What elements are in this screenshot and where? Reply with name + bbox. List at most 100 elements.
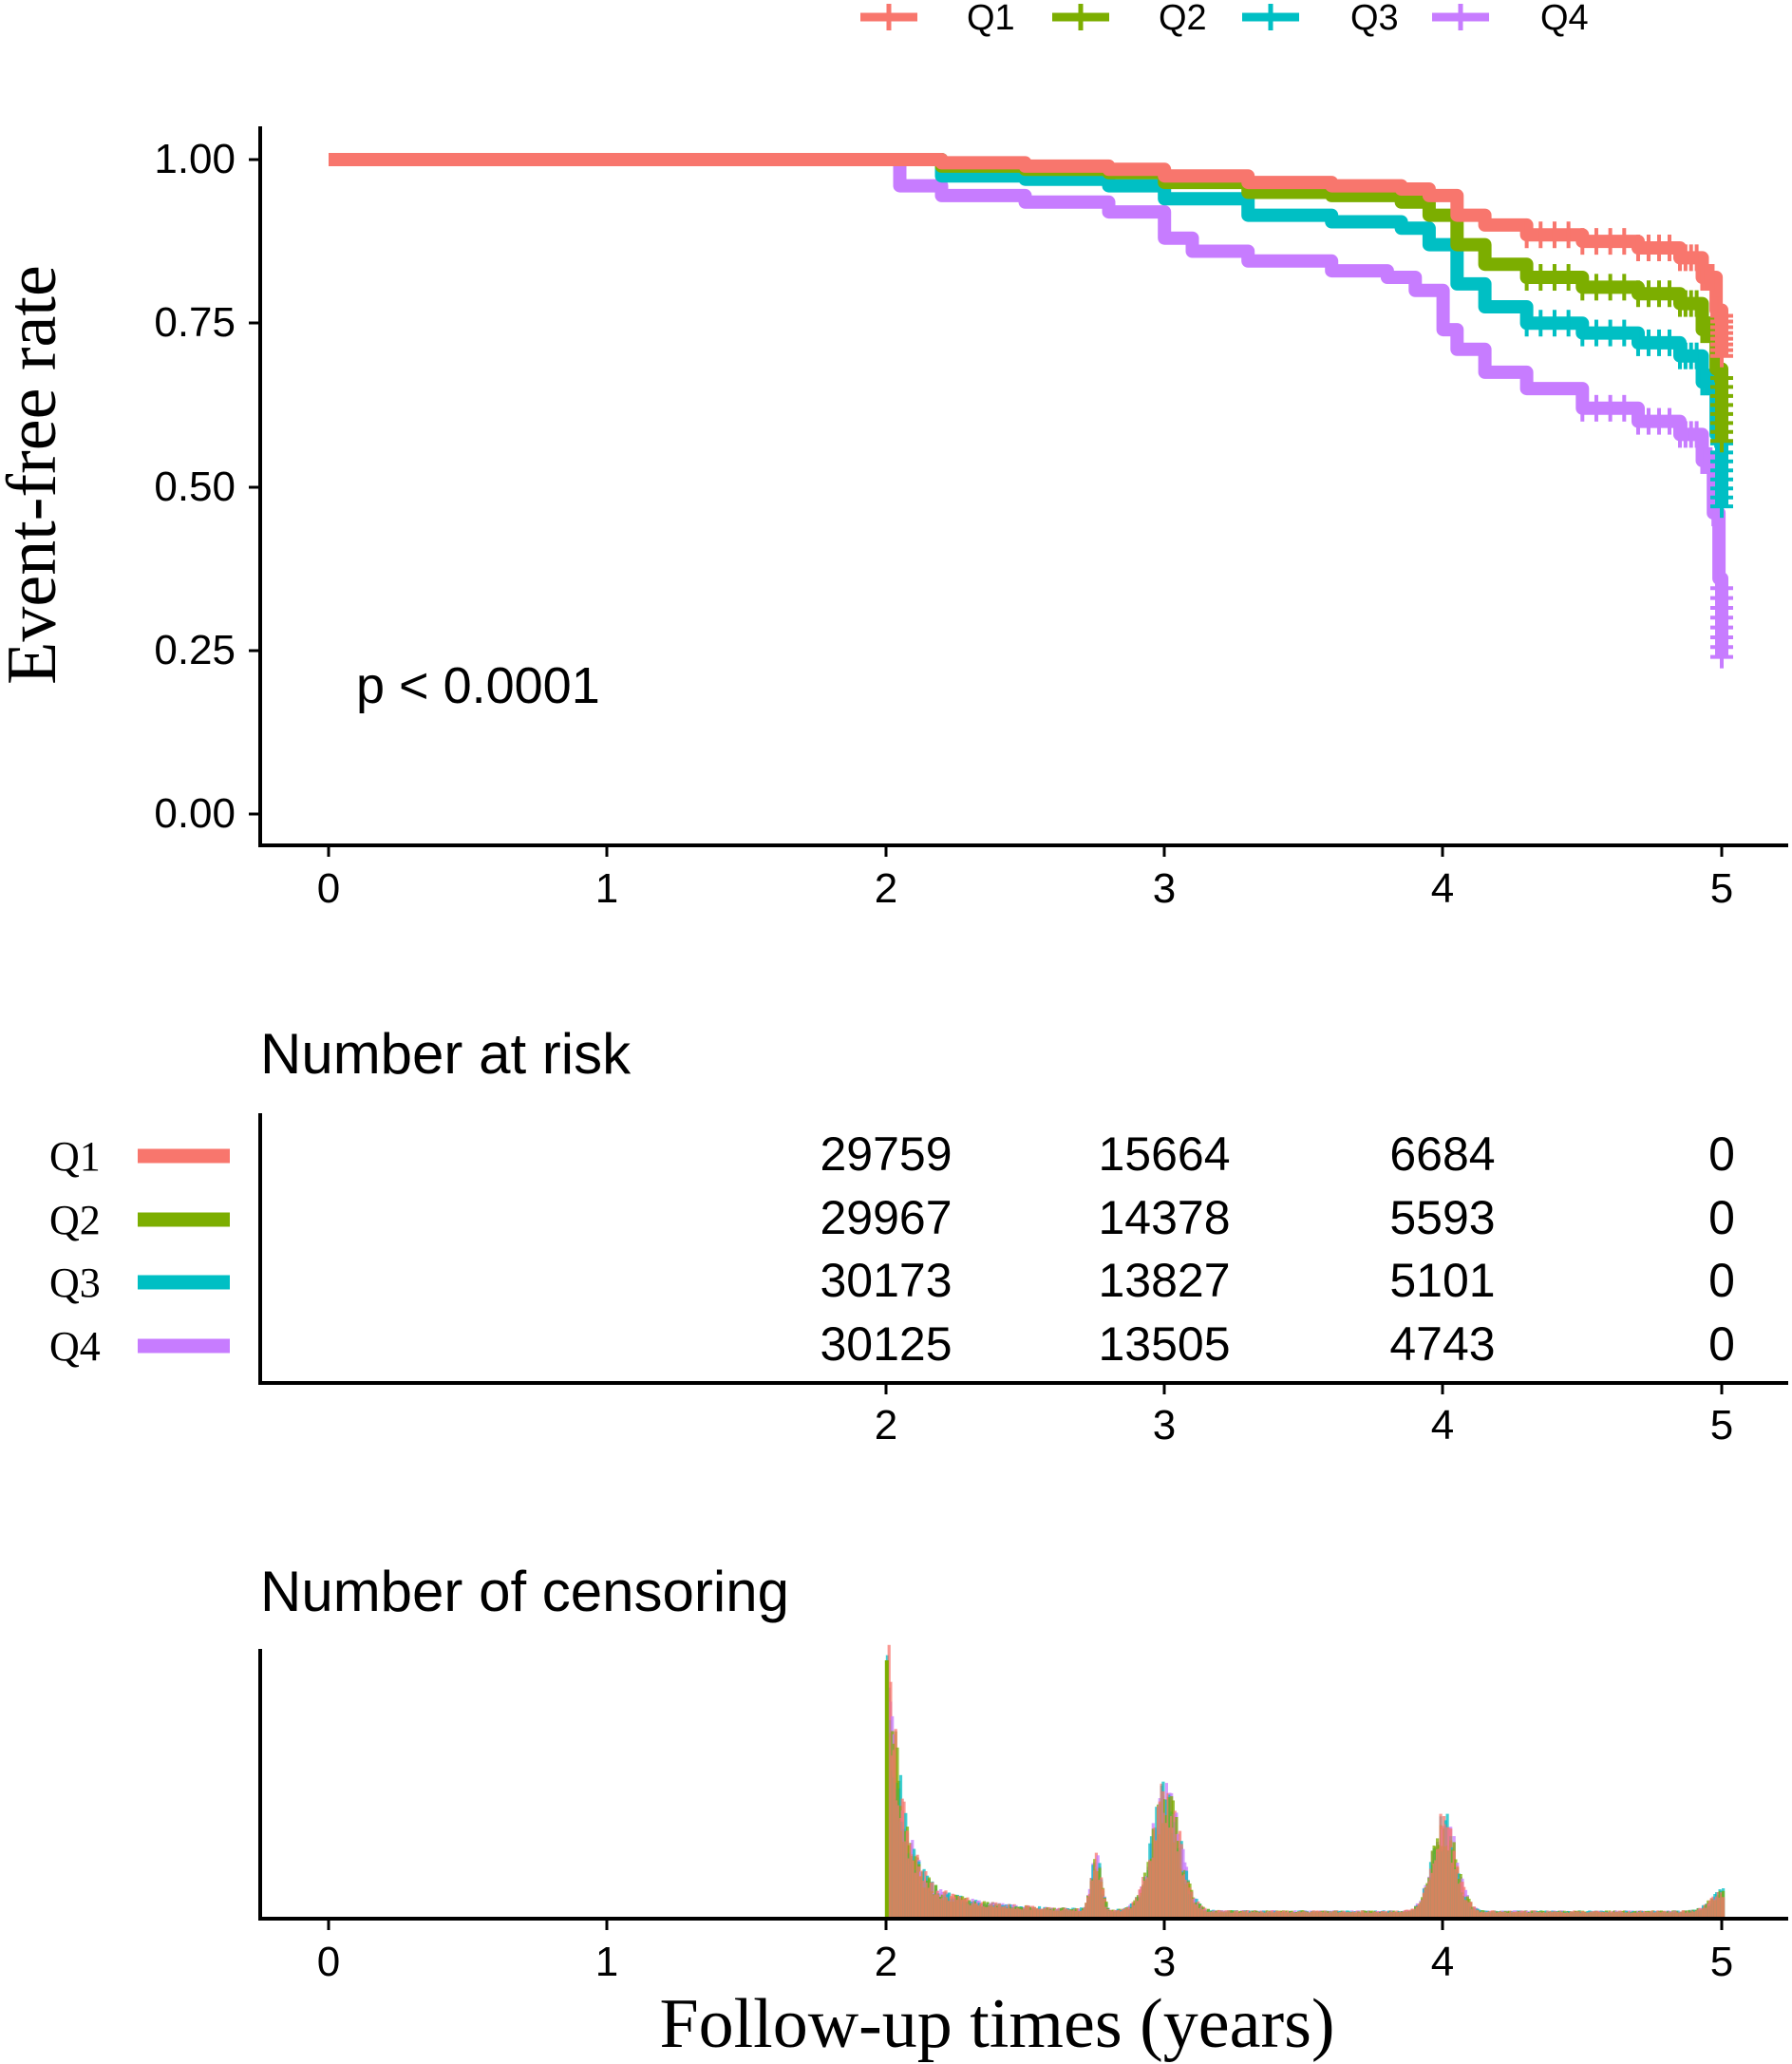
censor-bar-35: [898, 1818, 903, 1917]
censor-bar-1551: [1533, 1910, 1537, 1917]
censor-bar-491: [1089, 1878, 1093, 1917]
censor-bar-1947: [1698, 1907, 1702, 1917]
censor-bar-1375: [1459, 1882, 1462, 1917]
censor-bar-1787: [1631, 1912, 1635, 1917]
censor-bar-455: [1074, 1911, 1078, 1917]
censor-bar-119: [934, 1894, 938, 1917]
km-censor-marks-q1: [1524, 221, 1733, 368]
censor-bar-723: [1186, 1882, 1190, 1917]
censor-bar-1475: [1500, 1912, 1504, 1917]
censor-bar-815: [1225, 1910, 1229, 1917]
risk-value-q4-t3: 13505: [1098, 1317, 1230, 1371]
censor-bar-1867: [1665, 1912, 1669, 1917]
censor-bar-467: [1080, 1911, 1084, 1917]
censor-bar-1207: [1388, 1911, 1392, 1917]
censor-bar-179: [959, 1897, 963, 1917]
censor-bar-351: [1031, 1905, 1035, 1917]
censor-bar-1219: [1394, 1911, 1398, 1917]
censor-bar-1471: [1499, 1911, 1503, 1917]
censor-bar-787: [1213, 1910, 1217, 1917]
censor-bar-703: [1178, 1830, 1182, 1917]
censor-bar-527: [1104, 1906, 1108, 1917]
legend-label-q3: Q3: [1350, 0, 1399, 38]
censor-bar-1707: [1597, 1911, 1601, 1917]
risk-value-q1-t3: 15664: [1098, 1127, 1230, 1181]
censor-bar-711: [1181, 1875, 1185, 1917]
censor-bar-1695: [1593, 1910, 1596, 1917]
risk-table-title: Number at risk: [260, 1022, 632, 1086]
censor-bar-371: [1039, 1908, 1043, 1917]
censor-bar-463: [1078, 1910, 1082, 1917]
censor-bar-1547: [1531, 1912, 1535, 1917]
censor-bar-1155: [1367, 1910, 1370, 1917]
censor-bar-39: [900, 1798, 904, 1917]
km-censor-marks-q2: [1524, 264, 1733, 453]
censor-bar-1859: [1661, 1911, 1665, 1917]
censor-bar-523: [1103, 1898, 1106, 1917]
censor-bar-99: [926, 1883, 930, 1917]
censor-bar-1115: [1350, 1912, 1354, 1917]
censor-bar-1239: [1402, 1911, 1405, 1917]
risk-row-label-q3: Q3: [49, 1259, 101, 1306]
censor-bar-611: [1140, 1886, 1143, 1917]
censor-bar-487: [1087, 1893, 1091, 1917]
censor-bar-1519: [1519, 1910, 1523, 1917]
censor-bar-115: [933, 1895, 936, 1917]
censor-bar-663: [1161, 1791, 1165, 1917]
censor-bar-927: [1272, 1910, 1275, 1917]
km-curves: [329, 153, 1733, 669]
censor-bar-1739: [1611, 1911, 1614, 1917]
censor-bar-983: [1295, 1912, 1299, 1917]
censor-bar-1775: [1626, 1912, 1630, 1917]
censor-bar-1463: [1496, 1912, 1500, 1917]
censor-bar-87: [920, 1870, 924, 1917]
censor-bar-127: [937, 1894, 941, 1917]
censor-bar-991: [1298, 1910, 1302, 1917]
censor-bar-695: [1175, 1834, 1179, 1917]
censor-bar-823: [1228, 1910, 1232, 1917]
censor-bar-1411: [1474, 1908, 1478, 1917]
censor-bar-51: [905, 1830, 910, 1917]
censor-x-tick-label-4: 4: [1431, 1939, 1454, 1985]
km-curve-q3: [329, 153, 1728, 507]
censor-bar-1379: [1461, 1882, 1464, 1917]
censor-bar-971: [1290, 1912, 1293, 1917]
censor-bar-1123: [1353, 1912, 1357, 1917]
censor-bar-47: [904, 1841, 908, 1917]
censor-bar-791: [1215, 1912, 1218, 1917]
censor-bar-687: [1171, 1827, 1175, 1917]
censor-bar-367: [1038, 1908, 1042, 1917]
risk-x-tick-label-5: 5: [1710, 1402, 1733, 1449]
censor-bar-867: [1247, 1910, 1251, 1917]
censor-bar-143: [944, 1890, 948, 1917]
censor-bar-139: [942, 1891, 946, 1917]
censor-bar-439: [1067, 1909, 1071, 1917]
censor-bar-603: [1136, 1901, 1141, 1917]
censor-bar-1971: [1707, 1900, 1712, 1917]
censor-bar-1279: [1419, 1903, 1423, 1917]
censor-bar-1871: [1666, 1912, 1670, 1917]
y-tick-label-025: 0.25: [154, 627, 236, 673]
censor-bar-1075: [1333, 1911, 1337, 1917]
p-value-annotation: p < 0.0001: [356, 657, 600, 714]
censor-bar-171: [955, 1900, 959, 1917]
censor-bar-1395: [1467, 1902, 1471, 1917]
censor-bar-379: [1043, 1908, 1047, 1917]
censor-bar-919: [1268, 1911, 1273, 1917]
risk-table-values: 29759 15664 6684 0 29967 14378 5593 0 30…: [820, 1127, 1734, 1371]
censor-bar-1875: [1668, 1910, 1671, 1917]
censor-bar-1943: [1696, 1909, 1700, 1917]
censor-bar-567: [1122, 1908, 1125, 1917]
censor-bar-1003: [1303, 1911, 1308, 1917]
censor-bar-1831: [1650, 1910, 1653, 1917]
censor-bar-831: [1232, 1912, 1236, 1917]
censor-bar-535: [1107, 1910, 1112, 1917]
censor-bar-1587: [1547, 1912, 1552, 1917]
censor-bar-887: [1254, 1912, 1258, 1917]
censor-bar-623: [1144, 1878, 1148, 1917]
censor-bar-1659: [1577, 1911, 1581, 1917]
censor-bar-1959: [1703, 1904, 1707, 1917]
censor-bar-1819: [1645, 1912, 1649, 1917]
censor-bar-1511: [1516, 1910, 1519, 1917]
